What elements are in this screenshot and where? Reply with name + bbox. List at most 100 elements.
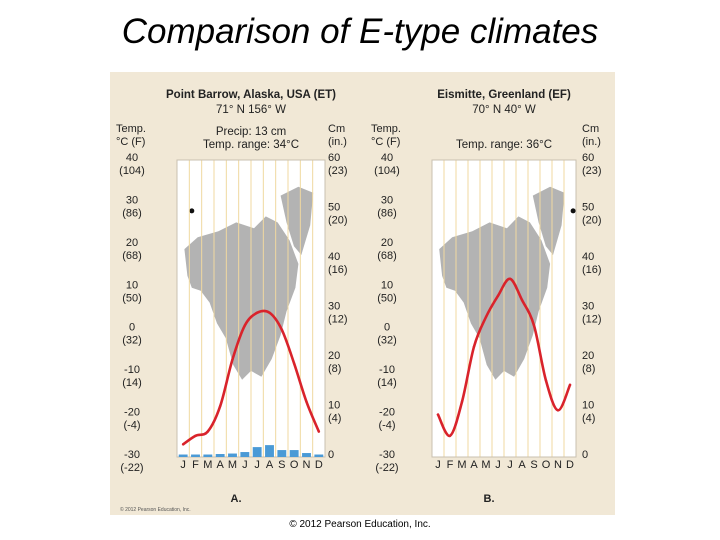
precip-axis-title: Cm [328,123,345,135]
month-label: A [266,459,274,471]
precip-bar [191,454,200,457]
precip-tick-label-in: (12) [328,314,348,326]
greenland-map [532,186,565,255]
figure-panel: Point Barrow, Alaska, USA (ET) 71° N 156°… [110,72,615,515]
month-label: J [495,459,501,471]
temp-tick-label-f: (68) [377,250,397,262]
temperature-line [181,309,321,446]
chart-panel-a: Point Barrow, Alaska, USA (ET) 71° N 156°… [116,89,348,505]
precip-tick-label: 50 [328,202,340,214]
temperature-point [484,315,488,319]
temp-tick-label: 20 [126,237,138,249]
precip-bar [178,454,188,457]
month-label: M [203,459,212,471]
precip-tick-label-in: (23) [328,165,348,177]
chart-panel-b: Eismitte, Greenland (EF) 70° N 40° W Temp.… [371,89,602,505]
temp-tick-label: -30 [379,449,395,461]
month-label: D [315,459,323,471]
month-label: O [542,459,551,471]
precip-bar [277,450,287,457]
month-label: S [530,459,537,471]
precip-bar [265,445,274,457]
temp-tick-label-f: (32) [377,335,397,347]
temp-tick-label-f: (14) [122,377,142,389]
precip-tick-label: 40 [582,251,594,263]
precip-tick-label-in: (20) [582,215,602,227]
temp-axis-title: °C (F) [371,136,400,148]
precip-tick-label-in: (8) [582,363,595,375]
precip-tick-label-in: (12) [582,314,602,326]
temperature-point [317,430,321,433]
precip-tick-label-in: (16) [328,264,348,276]
temp-tick-label: -10 [124,364,140,376]
precip-tick-label: 20 [582,350,594,362]
temp-tick-label: 10 [126,279,138,291]
temp-tick-label-f: (-22) [120,462,143,474]
temp-axis-title: °C (F) [116,136,145,148]
north-america-map [184,216,299,380]
temp-tick-label-f: (32) [122,335,142,347]
temperature-point [194,434,197,437]
precip-tick-label: 10 [328,400,340,412]
month-label: M [481,459,490,471]
temp-tick-label: 0 [129,322,135,334]
temp-tick-label-f: (50) [122,292,142,304]
temp-tick-label-f: (104) [119,165,145,177]
north-america-map [439,216,551,380]
temp-tick-label-f: (-22) [375,462,398,474]
plot-border [176,159,326,458]
figure-copyright: © 2012 Pearson Education, Inc. [120,506,191,513]
month-label: J [435,459,441,471]
temperature-point [280,328,284,331]
temperature-point [460,400,464,404]
temp-tick-label-f: (104) [374,165,400,177]
temp-tick-label-f: (86) [122,207,142,219]
precip-axis-title: Cm [582,123,599,135]
temperature-point [181,443,185,446]
temperature-line [436,277,572,438]
precip-bar [228,453,237,457]
temp-tick-label-f: (-4) [378,420,395,432]
month-label: N [554,459,562,471]
panel-label: A. [231,493,242,505]
month-label: N [303,459,311,471]
temp-range-label: Temp. range: 36°C [456,139,552,151]
temperature-point [231,358,234,361]
temp-tick-label-f: (14) [377,377,397,389]
month-label: F [447,459,454,471]
temperature-point [292,362,296,365]
slide-title: Comparison of E-type climates [121,12,599,51]
temperature-point [255,311,259,314]
temperature-point [305,400,308,404]
climograph-figure: Point Barrow, Alaska, USA (ET) 71° N 156°… [116,89,602,513]
precip-tick-label: 30 [328,301,340,313]
precip-total-label: Precip: 13 cm [216,126,286,138]
precip-bar [252,447,262,457]
panel-label: B. [484,493,495,505]
temp-range-label: Temp. range: 34°C [203,139,299,151]
temp-tick-label-f: (86) [377,207,397,219]
temp-tick-label: 30 [381,194,393,206]
month-label: M [228,459,237,471]
month-label: D [566,459,574,471]
temp-axis-title: Temp. [371,123,401,135]
month-label: J [507,459,513,471]
station-location-marker [570,208,576,214]
month-label: M [457,459,466,471]
temperature-point [496,294,500,297]
month-label: S [278,459,285,471]
precip-tick-label: 40 [328,251,340,263]
precip-tick-label-in: (8) [328,363,341,375]
temp-tick-label-f: (50) [377,292,397,304]
temperature-point [218,404,222,408]
temperature-point [544,379,548,382]
precip-tick-label: 60 [582,152,594,164]
temp-tick-label: 20 [381,237,393,249]
precip-bar [314,454,324,457]
month-label: A [216,459,224,471]
temperature-point [532,324,536,327]
precip-tick-label-in: (20) [328,215,348,227]
precip-tick-label-in: (4) [328,413,341,425]
temp-tick-label: 40 [381,152,393,164]
precip-bar [240,452,250,457]
